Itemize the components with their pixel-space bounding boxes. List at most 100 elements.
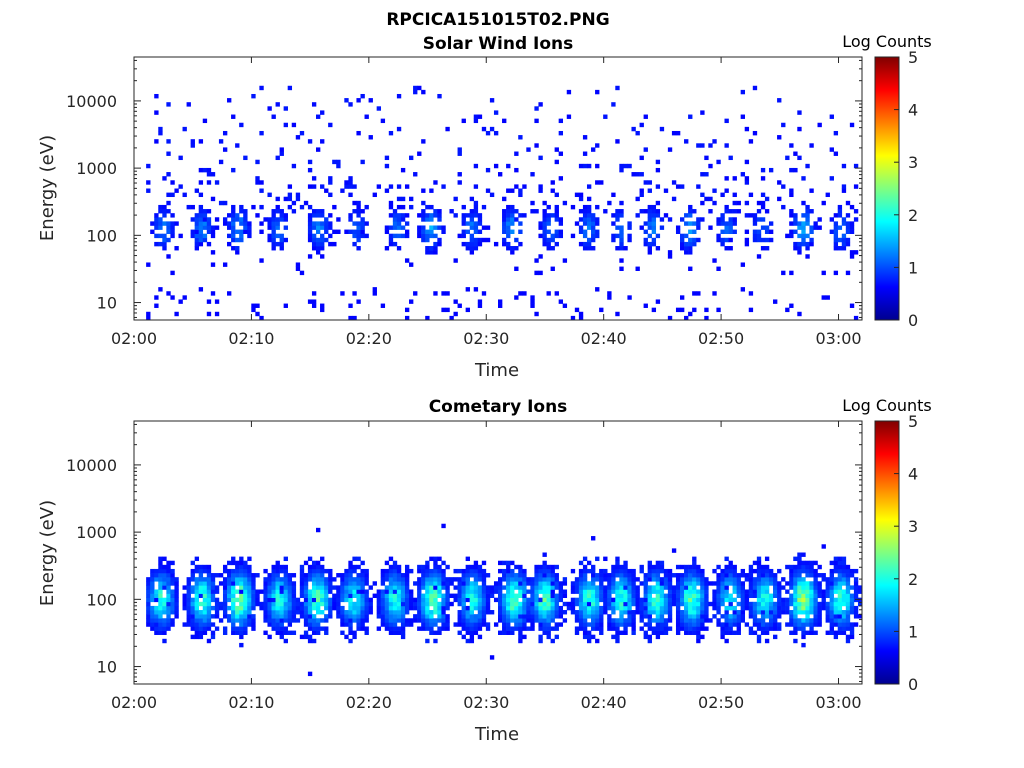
heatmap-cell <box>578 622 584 627</box>
heatmap-cell <box>853 163 859 169</box>
heatmap-cell <box>166 593 171 598</box>
heatmap-cell <box>647 634 652 640</box>
heatmap-cell <box>732 589 737 594</box>
heatmap-cell <box>231 229 236 234</box>
heatmap-cell <box>340 610 345 615</box>
heatmap-cell <box>736 610 741 615</box>
heatmap-cell <box>712 605 717 611</box>
heatmap-cell <box>752 614 758 619</box>
heatmap-cell <box>655 581 661 586</box>
heatmap-cell <box>595 577 600 582</box>
heatmap-cell <box>348 597 353 603</box>
heatmap-cell <box>736 585 741 590</box>
heatmap-cell <box>316 225 321 230</box>
heatmap-cell <box>773 299 778 304</box>
heatmap-cell <box>801 213 806 218</box>
heatmap-cell <box>651 585 657 590</box>
heatmap-cell <box>376 601 382 607</box>
heatmap-cell <box>356 581 361 586</box>
heatmap-cell <box>675 601 681 607</box>
heatmap-cell <box>259 601 264 607</box>
heatmap-cell <box>680 622 685 627</box>
heatmap-cell <box>542 217 547 222</box>
heatmap-cell <box>404 618 410 623</box>
heatmap-cell <box>586 204 592 210</box>
figure-title: RPCICA151015T02.PNG <box>386 10 609 30</box>
heatmap-cell <box>764 589 770 594</box>
heatmap-cell <box>558 299 564 304</box>
heatmap-cell <box>352 184 357 189</box>
heatmap-cell <box>364 605 369 611</box>
heatmap-cell <box>809 601 814 607</box>
heatmap-cell <box>227 221 232 226</box>
heatmap-cell <box>578 597 584 603</box>
heatmap-cell <box>582 151 588 156</box>
heatmap-cell <box>231 204 236 210</box>
heatmap-cell <box>380 601 386 607</box>
heatmap-cell <box>392 614 398 619</box>
heatmap-cell <box>704 614 709 619</box>
heatmap-cell <box>607 573 612 578</box>
heatmap-cell <box>190 229 195 234</box>
heatmap-cell <box>663 577 669 582</box>
heatmap-cell <box>465 229 470 234</box>
heatmap-cell <box>166 151 171 156</box>
heatmap-cell <box>307 597 313 603</box>
heatmap-cell <box>477 605 483 611</box>
heatmap-cell <box>615 564 620 570</box>
heatmap-cell <box>231 626 236 631</box>
x-ticks: 02:00 02:10 02:20 02:30 02:40 02:50 03:00 <box>111 57 862 348</box>
heatmap-cell <box>526 147 531 152</box>
heatmap-cell <box>449 315 454 321</box>
heatmap-cell <box>805 589 810 594</box>
heatmap-cell <box>805 217 810 222</box>
heatmap-cell <box>356 233 361 239</box>
heatmap-cell <box>675 184 681 189</box>
heatmap-cell <box>469 585 475 590</box>
heatmap-cell <box>797 552 802 557</box>
heatmap-cell <box>675 614 681 619</box>
heatmap-cell <box>388 622 394 627</box>
heatmap-cell <box>615 560 620 566</box>
heatmap-cell <box>595 605 600 611</box>
heatmap-cell <box>688 614 693 619</box>
heatmap-cell <box>591 147 596 152</box>
x-tick-label: 02:30 <box>463 329 509 348</box>
heatmap-cell <box>768 568 774 574</box>
heatmap-cell <box>530 200 535 206</box>
heatmap-cell <box>158 622 163 627</box>
heatmap-cell <box>271 241 276 247</box>
heatmap-cell <box>267 605 272 611</box>
heatmap-cell <box>247 221 252 226</box>
heatmap-cell <box>255 180 260 185</box>
heatmap-cell <box>283 577 288 582</box>
heatmap-cell <box>425 605 430 611</box>
heatmap-cell <box>639 605 644 611</box>
heatmap-cell <box>582 209 588 214</box>
heatmap-cell <box>659 217 665 222</box>
heatmap-cell <box>324 593 329 598</box>
heatmap-cell <box>194 221 200 226</box>
heatmap-cell <box>801 237 806 243</box>
heatmap-cell <box>768 605 774 611</box>
heatmap-cell <box>732 614 737 619</box>
heatmap-cell <box>421 605 426 611</box>
heatmap-cell <box>688 630 693 635</box>
heatmap-cell <box>336 605 341 611</box>
heatmap-cell <box>311 622 317 627</box>
heatmap-cell <box>797 126 802 132</box>
heatmap-cell <box>316 573 321 578</box>
heatmap-cell <box>518 614 523 619</box>
heatmap-cell <box>493 110 499 115</box>
y-tick-label: 10 <box>97 294 117 313</box>
colorbar-tick-label: 1 <box>908 258 918 277</box>
heatmap-cell <box>744 605 750 611</box>
heatmap-cell <box>154 614 159 619</box>
heatmap-cell <box>631 593 636 598</box>
heatmap-cell <box>150 622 155 627</box>
heatmap-cell <box>356 622 361 627</box>
heatmap-cell <box>760 577 766 582</box>
heatmap-cell <box>675 564 681 570</box>
heatmap-cell <box>473 630 479 635</box>
heatmap-cell <box>307 204 313 210</box>
